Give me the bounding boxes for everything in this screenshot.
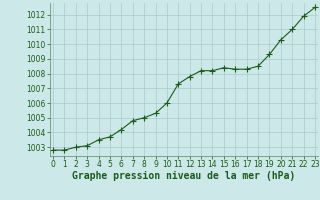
X-axis label: Graphe pression niveau de la mer (hPa): Graphe pression niveau de la mer (hPa): [72, 171, 296, 181]
